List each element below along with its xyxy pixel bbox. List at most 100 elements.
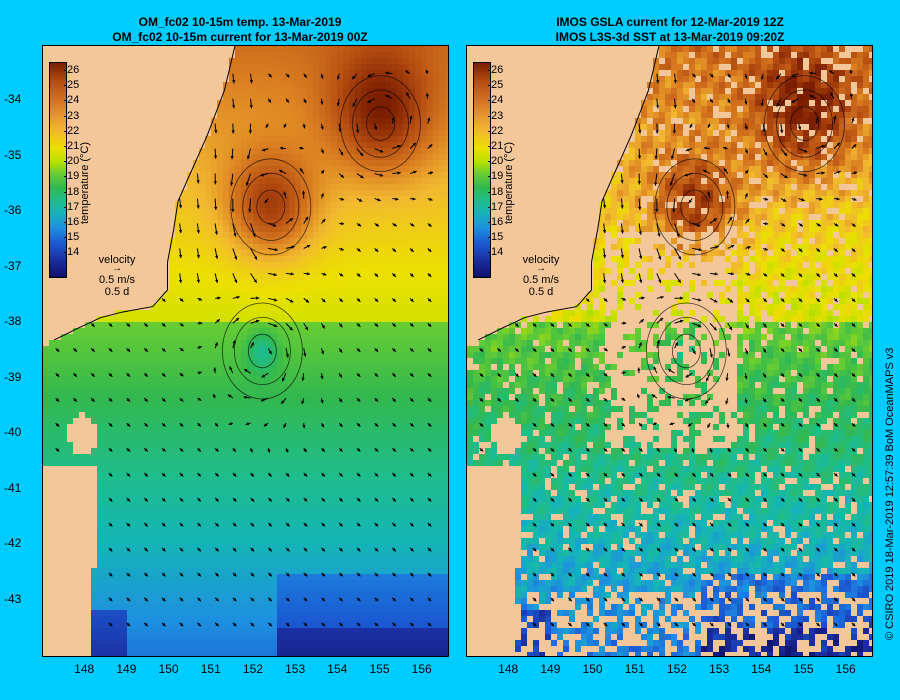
velocity-arrowhead xyxy=(586,473,590,477)
velocity-arrowhead xyxy=(357,498,361,502)
velocity-arrowhead xyxy=(392,498,396,502)
velocity-arrowhead xyxy=(639,573,643,577)
velocity-arrowhead xyxy=(109,448,113,452)
y-tick-label: -34 xyxy=(4,92,22,107)
velocity-arrowhead xyxy=(638,231,642,235)
velocity-key: velocity → 0.5 m/s 0.5 d xyxy=(89,254,145,298)
temperature-field xyxy=(43,46,448,656)
velocity-arrowhead xyxy=(427,348,432,352)
velocity-arrowhead xyxy=(763,622,767,627)
colorbar-tick-label: 17 xyxy=(63,200,80,213)
velocity-arrowhead xyxy=(162,348,166,352)
velocity-arrowhead xyxy=(781,498,785,502)
velocity-arrowhead xyxy=(356,129,360,134)
velocity-arrowhead xyxy=(834,473,838,477)
velocity-arrowhead xyxy=(109,597,113,602)
velocity-arrowhead xyxy=(321,597,325,602)
velocity-arrowhead xyxy=(320,150,324,154)
velocity-arrowhead xyxy=(603,548,608,552)
velocity-arrowhead xyxy=(339,523,343,527)
velocity-arrowhead xyxy=(781,273,785,277)
velocity-arrowhead xyxy=(763,423,767,427)
velocity-arrowhead xyxy=(687,423,692,427)
velocity-arrowhead xyxy=(745,523,749,527)
velocity-arrowhead xyxy=(834,423,838,427)
velocity-arrowhead xyxy=(781,298,785,302)
velocity-arrowhead xyxy=(851,117,855,121)
velocity-arrowhead xyxy=(710,548,714,552)
velocity-arrowhead xyxy=(321,548,325,552)
eddy-streamline xyxy=(790,106,819,141)
velocity-arrow-icon: → xyxy=(112,263,122,274)
velocity-arrowhead xyxy=(638,423,642,427)
velocity-arrowhead xyxy=(109,473,113,477)
coastline xyxy=(477,46,660,341)
velocity-arrowhead xyxy=(833,115,837,119)
velocity-arrowhead xyxy=(667,395,671,399)
velocity-arrowhead xyxy=(392,597,396,602)
velocity-arrowhead xyxy=(397,144,401,148)
velocity-arrowhead xyxy=(179,448,184,452)
velocity-arrowhead xyxy=(73,398,77,402)
velocity-arrowhead xyxy=(357,223,362,227)
velocity-arrowhead xyxy=(392,523,396,527)
velocity-arrowhead xyxy=(707,424,711,428)
velocity-arrowhead xyxy=(302,425,306,429)
velocity-arrowhead xyxy=(745,622,749,627)
velocity-arrowhead xyxy=(231,105,236,109)
velocity-arrowhead xyxy=(705,400,709,404)
x-tick-label: 154 xyxy=(327,662,348,676)
velocity-arrowhead xyxy=(374,423,379,427)
velocity-arrowhead xyxy=(339,597,343,602)
velocity-arrowhead xyxy=(798,248,803,252)
velocity-arrowhead xyxy=(639,473,643,477)
velocity-arrowhead xyxy=(392,573,396,577)
velocity-arrowhead xyxy=(427,373,432,377)
velocity-arrowhead xyxy=(410,498,414,502)
velocity-arrowhead xyxy=(621,473,625,477)
velocity-arrowhead xyxy=(109,398,113,402)
velocity-arrowhead xyxy=(427,573,432,577)
velocity-arrowhead xyxy=(320,375,324,380)
velocity-arrowhead xyxy=(852,248,856,252)
velocity-arrowhead xyxy=(249,448,253,453)
velocity-arrowhead xyxy=(745,498,749,502)
colorbar-label: temperature (°C) xyxy=(79,141,91,224)
velocity-arrowhead xyxy=(821,171,825,175)
velocity-arrowhead xyxy=(215,473,219,477)
velocity-arrowhead xyxy=(764,152,767,156)
velocity-arrowhead xyxy=(707,191,711,195)
colorbar-tick-label: 15 xyxy=(63,231,80,244)
velocity-arrowhead xyxy=(109,548,113,552)
velocity-arrowhead xyxy=(162,398,166,402)
velocity-arrowhead xyxy=(797,126,802,130)
velocity-arrowhead xyxy=(621,548,625,552)
velocity-arrowhead xyxy=(533,548,537,552)
velocity-arrowhead xyxy=(764,221,769,226)
velocity-arrowhead xyxy=(248,209,252,213)
velocity-arrowhead xyxy=(638,342,642,346)
velocity-arrowhead xyxy=(515,348,519,352)
velocity-arrowhead xyxy=(568,523,572,527)
velocity-arrowhead xyxy=(764,197,769,201)
velocity-arrowhead xyxy=(198,297,202,301)
velocity-arrowhead xyxy=(374,498,379,502)
velocity-arrowhead xyxy=(289,327,293,331)
velocity-arrowhead xyxy=(410,373,414,377)
velocity-arrowhead xyxy=(685,374,690,378)
velocity-arrowhead xyxy=(180,373,184,377)
velocity-arrowhead xyxy=(533,323,537,327)
velocity-arrowhead xyxy=(568,323,572,327)
velocity-arrowhead xyxy=(637,155,642,159)
velocity-arrowhead xyxy=(427,273,432,277)
velocity-arrowhead xyxy=(162,622,166,627)
velocity-arrowhead xyxy=(301,190,306,194)
velocity-arrowhead xyxy=(586,597,590,602)
velocity-arrowhead xyxy=(692,73,696,78)
velocity-arrowhead xyxy=(162,548,166,552)
velocity-arrowhead xyxy=(834,597,838,602)
velocity-arrowhead xyxy=(622,371,626,375)
velocity-arrowhead xyxy=(653,366,657,370)
velocity-arrowhead xyxy=(126,398,131,402)
velocity-arrowhead xyxy=(303,548,308,552)
